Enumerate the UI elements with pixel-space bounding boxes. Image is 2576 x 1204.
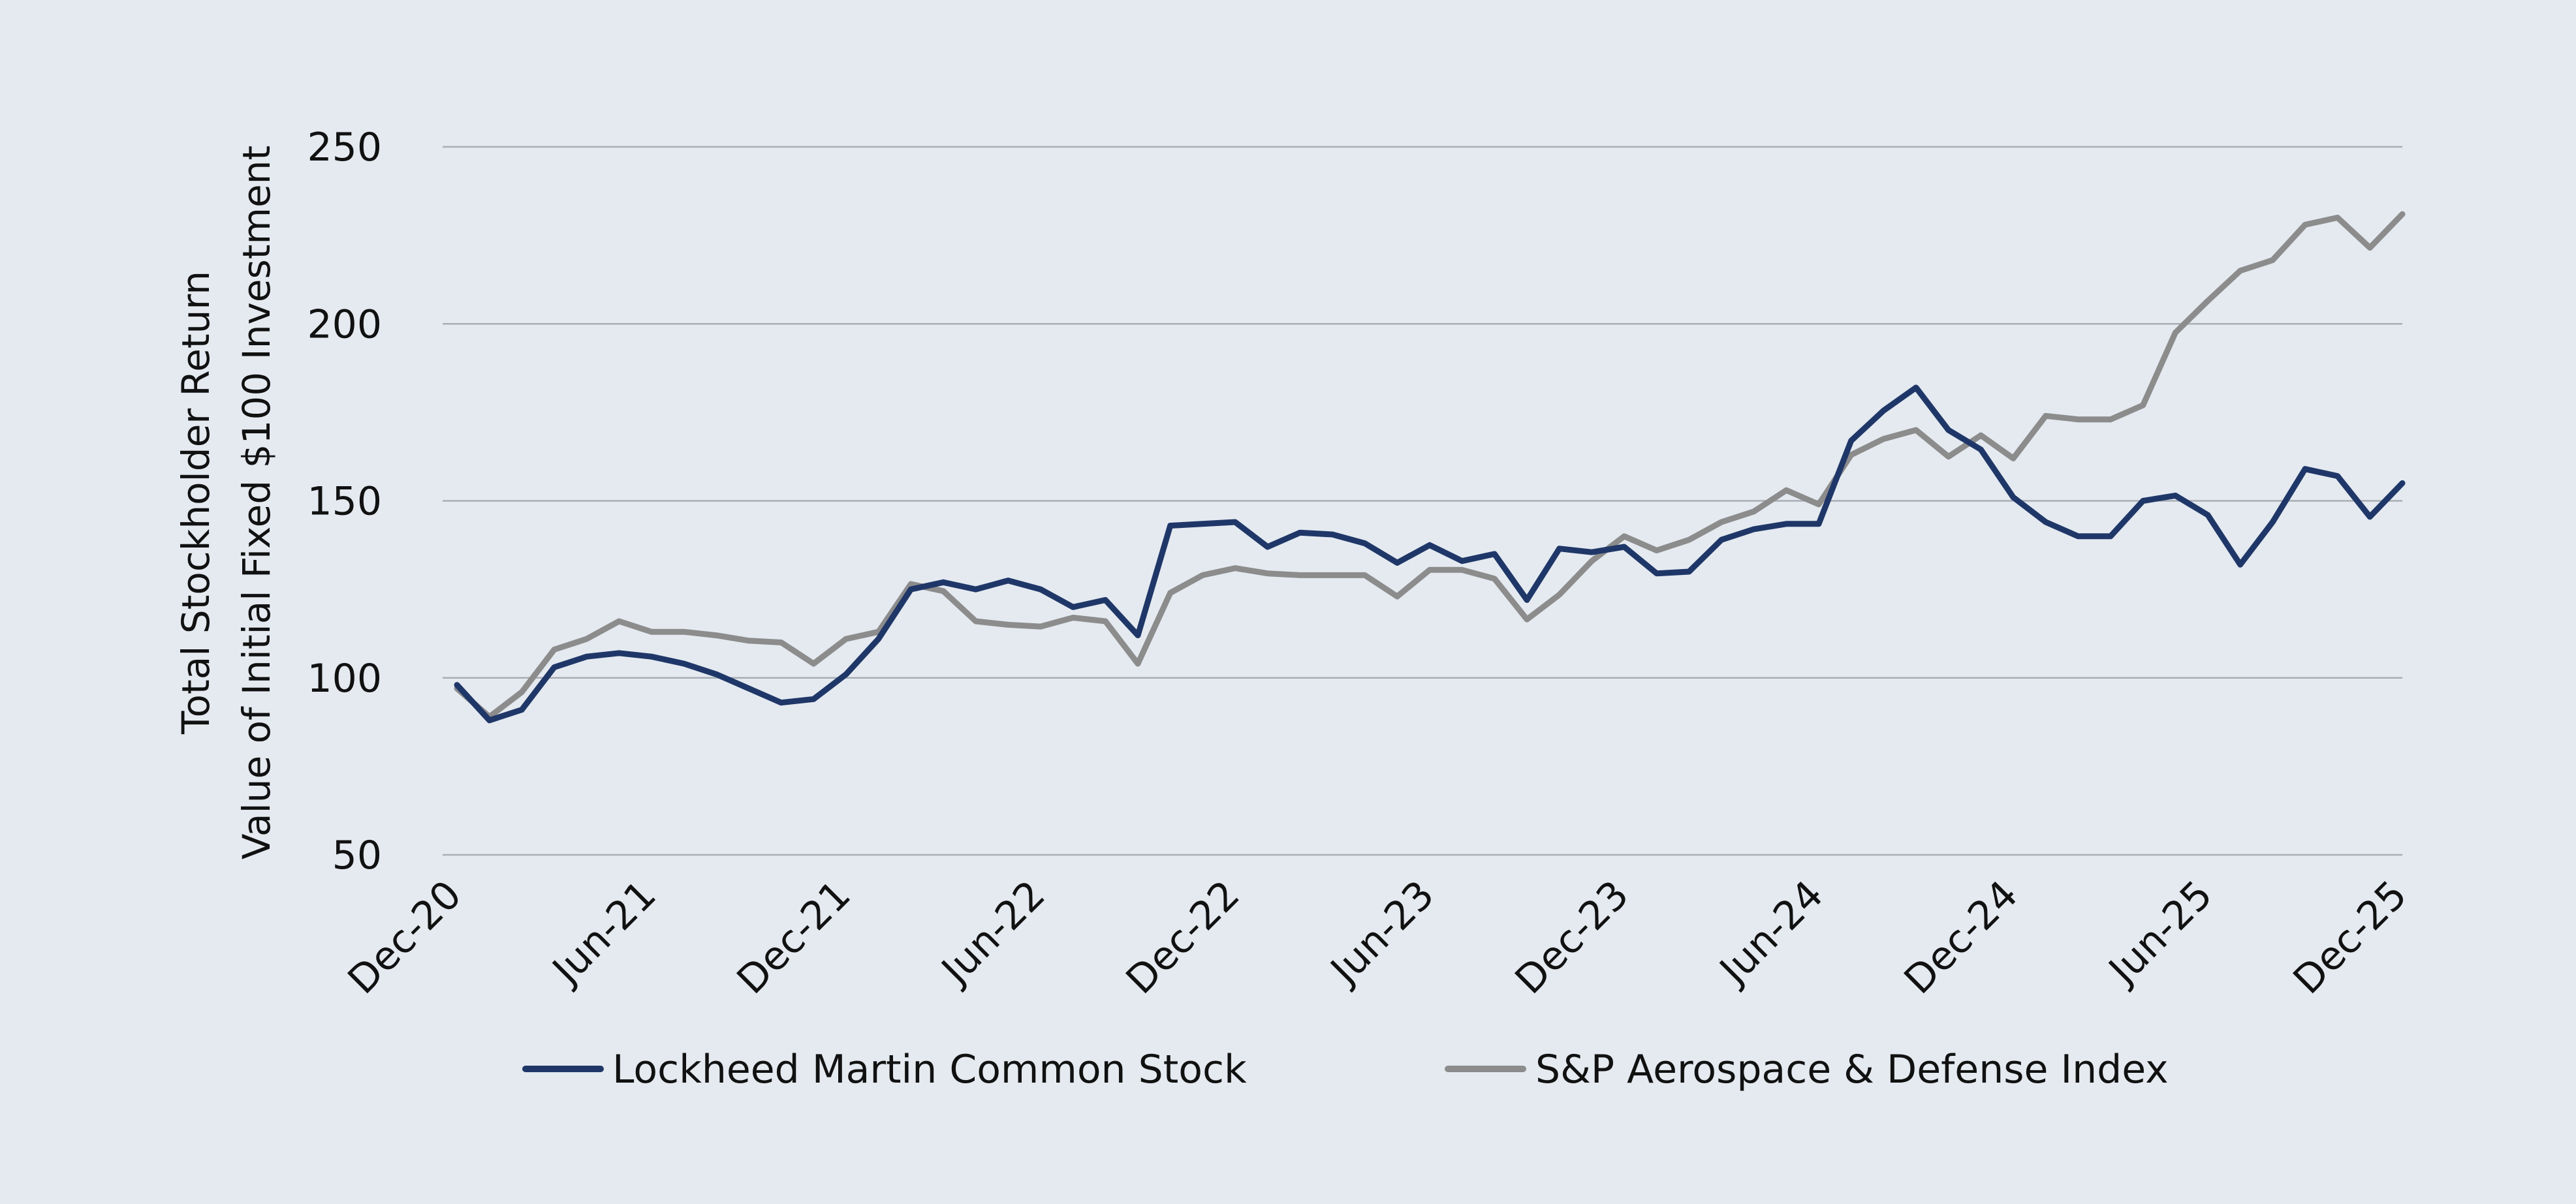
legend-label-sp-aerospace-defense: S&P Aerospace & Defense Index bbox=[1535, 1047, 2169, 1092]
x-tick-label: Dec-21 bbox=[729, 872, 860, 1003]
y-axis-title: Total Stockholder Return Value of Initia… bbox=[174, 146, 279, 859]
y-tick-label: 100 bbox=[307, 656, 382, 702]
legend: Lockheed Martin Common Stock S&P Aerospac… bbox=[522, 1047, 2169, 1092]
series-lines bbox=[454, 211, 2406, 724]
x-tick-label: Dec-25 bbox=[2285, 872, 2416, 1003]
x-tick-label: Dec-24 bbox=[1896, 872, 2027, 1003]
y-axis-title-line-1: Total Stockholder Return bbox=[174, 271, 218, 735]
x-tick-label: Jun-22 bbox=[932, 872, 1054, 995]
x-tick-label: Dec-20 bbox=[339, 872, 471, 1003]
gridlines bbox=[443, 146, 2402, 856]
x-tick-label: Jun-24 bbox=[1710, 872, 1832, 995]
x-tick-label: Jun-21 bbox=[542, 872, 665, 995]
y-axis-title-line-2: Value of Initial Fixed $100 Investment bbox=[234, 146, 279, 859]
x-tick-label: Dec-22 bbox=[1118, 872, 1249, 1003]
y-tick-label: 200 bbox=[307, 301, 382, 347]
y-tick-label: 50 bbox=[332, 833, 382, 878]
legend-label-lockheed-martin: Lockheed Martin Common Stock bbox=[612, 1047, 1247, 1092]
y-tick-label: 150 bbox=[307, 479, 382, 525]
series-line-lockheed-martin bbox=[454, 384, 2406, 724]
y-tick-label: 250 bbox=[307, 125, 382, 170]
y-axis-ticks: 50 100 150 200 250 bbox=[307, 125, 382, 878]
series-line-sp-aerospace-defense bbox=[454, 211, 2406, 720]
x-tick-label: Jun-25 bbox=[2099, 872, 2222, 995]
x-tick-label: Jun-23 bbox=[1321, 872, 1443, 995]
x-tick-label: Dec-23 bbox=[1507, 872, 1638, 1003]
x-axis-ticks: Dec-20 Jun-21 Dec-21 Jun-22 Dec-22 Jun-23 Dec-… bbox=[339, 872, 2416, 1003]
